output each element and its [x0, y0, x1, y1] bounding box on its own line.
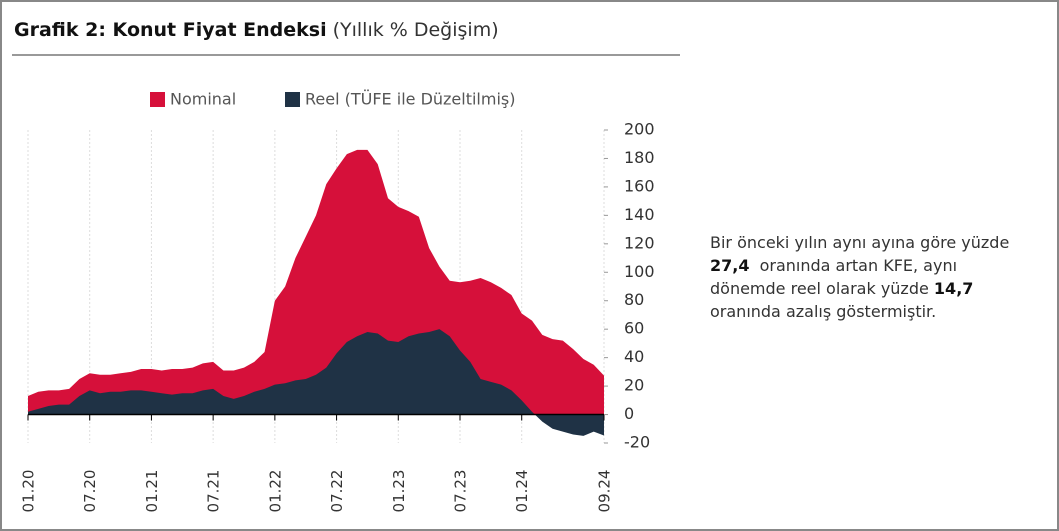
y-tick-label: 120: [624, 233, 655, 252]
chart-title: Grafik 2: Konut Fiyat Endeksi (Yıllık % D…: [14, 19, 499, 41]
legend-swatch: [150, 92, 165, 107]
legend-label: Reel (TÜFE ile Düzeltilmiş): [305, 90, 515, 109]
subtitle: (Yıllık % Değişim): [333, 19, 499, 41]
y-tick-label: 140: [624, 205, 655, 224]
x-tick-label: 01.20: [20, 470, 38, 513]
note-text: oranında azalış göstermiştir.: [710, 302, 936, 321]
y-tick-label: 20: [624, 376, 644, 395]
y-tick-label: 200: [624, 120, 655, 139]
x-tick-label: 09.24: [596, 470, 614, 513]
title: Grafik 2: Konut Fiyat Endeksi: [14, 19, 327, 41]
x-tick-label: 07.21: [205, 470, 223, 513]
x-tick-label: 07.23: [452, 470, 470, 513]
y-tick-label: 180: [624, 148, 655, 167]
y-tick-label: 160: [624, 176, 655, 195]
y-tick-label: 60: [624, 319, 644, 338]
y-tick-label: 100: [624, 262, 655, 281]
area: [28, 149, 604, 415]
note-bold: 14,7: [934, 279, 973, 298]
x-tick-label: 07.22: [328, 470, 346, 513]
y-tick-label: 40: [624, 347, 644, 366]
note: oranında azalış göstermiştir.: [710, 302, 936, 321]
legend-label: Nominal: [170, 90, 236, 109]
x-tick-label: 01.24: [513, 470, 531, 513]
area: [28, 329, 604, 436]
note-text: dönemde reel olarak yüzde: [710, 279, 934, 298]
note-text: Bir önceki yılın aynı ayına göre yüzde: [710, 233, 1009, 252]
note: Bir önceki yılın aynı ayına göre yüzde: [710, 233, 1009, 252]
note: 27,4 oranında artan KFE, aynı: [710, 256, 957, 275]
note: dönemde reel olarak yüzde 14,7: [710, 279, 973, 298]
legend-swatch: [285, 92, 300, 107]
x-tick-label: 07.20: [81, 470, 99, 513]
x-tick-label: 01.21: [143, 470, 161, 513]
y-tick-label: -20: [624, 433, 650, 452]
y-tick-label: 80: [624, 290, 644, 309]
x-tick-label: 01.23: [390, 470, 408, 513]
y-tick-label: 0: [624, 404, 634, 423]
x-tick-label: 01.22: [266, 470, 284, 513]
note-bold: 27,4: [710, 256, 749, 275]
note-text: oranında artan KFE, aynı: [754, 256, 957, 275]
